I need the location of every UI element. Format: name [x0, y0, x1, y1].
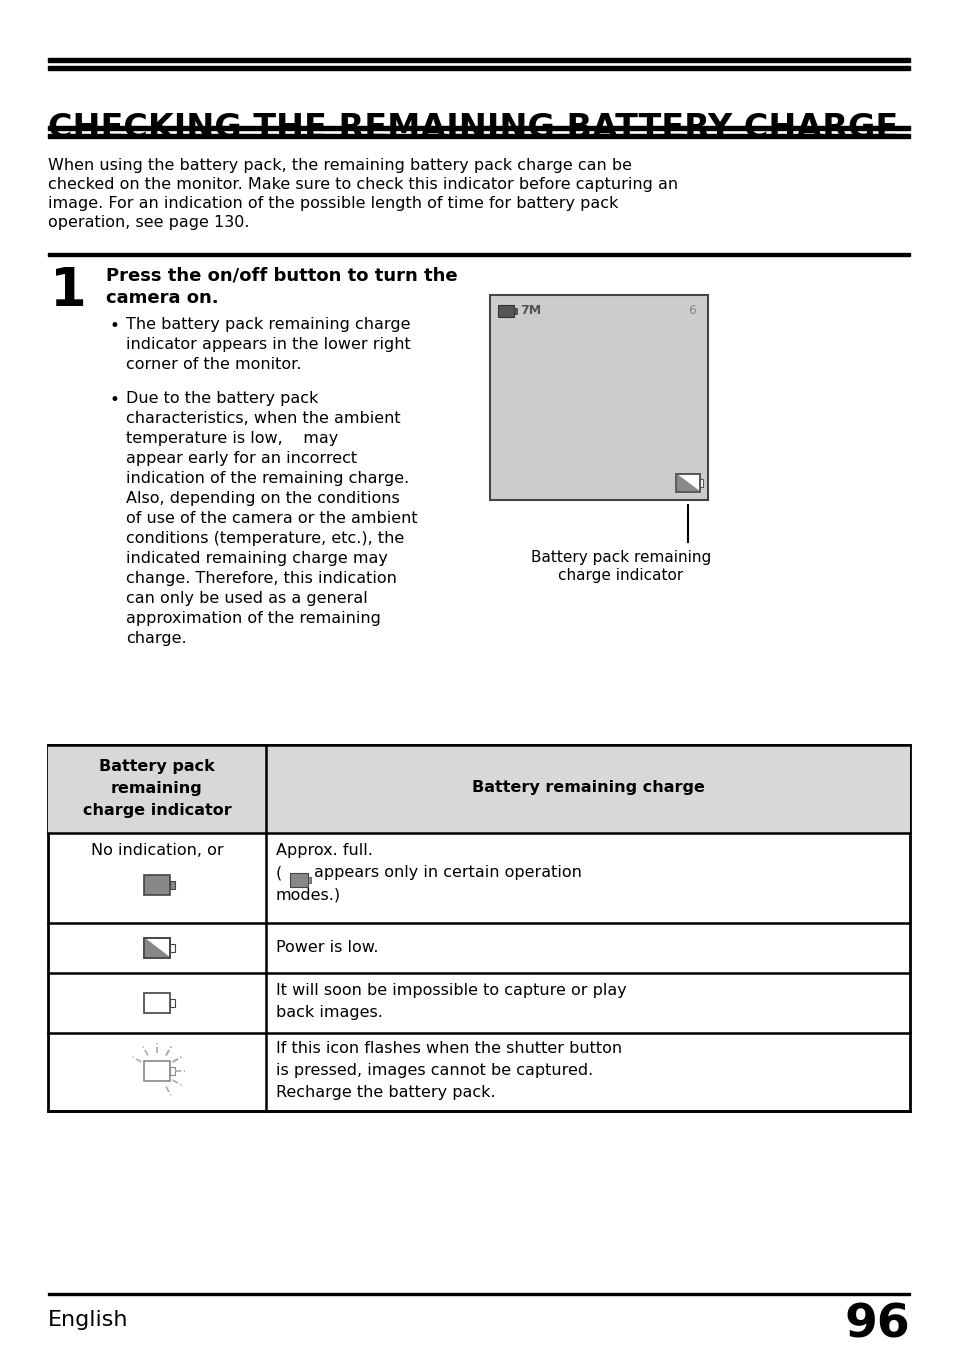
- Text: 7M: 7M: [519, 304, 540, 317]
- Text: checked on the monitor. Make sure to check this indicator before capturing an: checked on the monitor. Make sure to che…: [48, 178, 678, 192]
- Text: approximation of the remaining: approximation of the remaining: [126, 611, 380, 625]
- Text: change. Therefore, this indication: change. Therefore, this indication: [126, 572, 396, 586]
- Text: 1: 1: [50, 265, 87, 317]
- Text: Press the on/off button to turn the: Press the on/off button to turn the: [106, 268, 457, 285]
- Text: temperature is low,    may: temperature is low, may: [126, 430, 338, 447]
- Polygon shape: [676, 473, 700, 492]
- Text: operation, see page 130.: operation, see page 130.: [48, 215, 250, 230]
- Text: camera on.: camera on.: [106, 289, 218, 307]
- Text: •: •: [110, 317, 120, 335]
- Text: When using the battery pack, the remaining battery pack charge can be: When using the battery pack, the remaini…: [48, 157, 631, 174]
- Polygon shape: [144, 937, 170, 958]
- Bar: [170, 944, 174, 952]
- Text: can only be used as a general: can only be used as a general: [126, 590, 367, 607]
- Text: (: (: [275, 865, 282, 880]
- Bar: [144, 937, 170, 958]
- Bar: [290, 873, 308, 886]
- Bar: [144, 937, 170, 958]
- Bar: [170, 999, 174, 1007]
- Text: The battery pack remaining charge: The battery pack remaining charge: [126, 317, 410, 332]
- Text: 6: 6: [687, 304, 696, 317]
- Bar: [676, 473, 700, 492]
- Bar: [48, 1293, 909, 1295]
- Text: 96: 96: [843, 1303, 909, 1345]
- Bar: [144, 993, 170, 1013]
- Text: image. For an indication of the possible length of time for battery pack: image. For an indication of the possible…: [48, 196, 618, 211]
- Text: characteristics, when the ambient: characteristics, when the ambient: [126, 412, 400, 426]
- Text: is pressed, images cannot be captured.: is pressed, images cannot be captured.: [275, 1063, 593, 1077]
- Text: appear early for an incorrect: appear early for an incorrect: [126, 451, 356, 465]
- Bar: [144, 876, 170, 894]
- Text: Battery pack: Battery pack: [99, 759, 214, 773]
- Text: •: •: [110, 391, 120, 409]
- Text: Approx. full.: Approx. full.: [275, 843, 373, 858]
- Bar: [170, 881, 174, 889]
- Text: CHECKING THE REMAINING BATTERY CHARGE: CHECKING THE REMAINING BATTERY CHARGE: [48, 112, 898, 145]
- Text: Also, depending on the conditions: Also, depending on the conditions: [126, 491, 399, 506]
- Bar: [514, 308, 517, 313]
- Text: charge indicator: charge indicator: [558, 568, 682, 582]
- Text: No indication, or: No indication, or: [91, 843, 223, 858]
- Bar: [48, 58, 909, 62]
- Text: charge indicator: charge indicator: [83, 803, 232, 818]
- Bar: [48, 126, 909, 130]
- Bar: [48, 134, 909, 139]
- Bar: [48, 745, 909, 1111]
- Bar: [490, 295, 707, 500]
- Bar: [308, 877, 311, 884]
- Text: back images.: back images.: [275, 1005, 382, 1020]
- Text: Battery remaining charge: Battery remaining charge: [471, 780, 703, 795]
- Text: indication of the remaining charge.: indication of the remaining charge.: [126, 471, 409, 486]
- Text: conditions (temperature, etc.), the: conditions (temperature, etc.), the: [126, 531, 404, 546]
- Text: Due to the battery pack: Due to the battery pack: [126, 391, 318, 406]
- Text: indicated remaining charge may: indicated remaining charge may: [126, 551, 388, 566]
- Bar: [676, 473, 700, 492]
- Text: Recharge the battery pack.: Recharge the battery pack.: [275, 1085, 496, 1100]
- Text: indicator appears in the lower right: indicator appears in the lower right: [126, 338, 411, 352]
- Bar: [700, 479, 702, 487]
- Text: remaining: remaining: [111, 781, 203, 796]
- Text: corner of the monitor.: corner of the monitor.: [126, 356, 301, 373]
- Text: modes.): modes.): [275, 886, 341, 902]
- Bar: [48, 66, 909, 70]
- Bar: [48, 745, 909, 833]
- Text: Power is low.: Power is low.: [275, 940, 378, 955]
- Text: appears only in certain operation: appears only in certain operation: [314, 865, 581, 880]
- Bar: [170, 1067, 174, 1075]
- Text: It will soon be impossible to capture or play: It will soon be impossible to capture or…: [275, 983, 626, 998]
- Text: If this icon flashes when the shutter button: If this icon flashes when the shutter bu…: [275, 1041, 621, 1056]
- Text: charge.: charge.: [126, 631, 187, 646]
- Bar: [497, 305, 514, 317]
- Text: of use of the camera or the ambient: of use of the camera or the ambient: [126, 511, 417, 526]
- Bar: [144, 1061, 170, 1081]
- Bar: [48, 253, 909, 256]
- Text: Battery pack remaining: Battery pack remaining: [530, 550, 710, 565]
- Text: English: English: [48, 1310, 129, 1330]
